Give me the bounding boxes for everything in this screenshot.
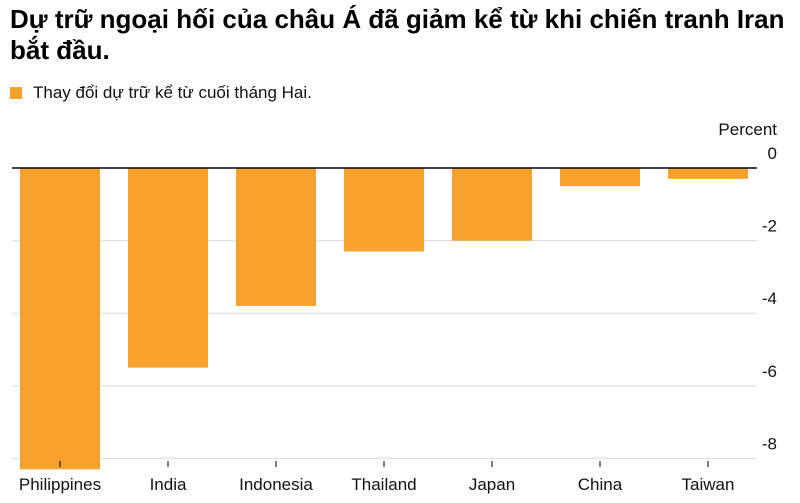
bar-japan (452, 168, 532, 241)
y-tick-label: -6 (762, 362, 777, 381)
x-tick-label: India (150, 475, 187, 494)
legend: Thay đổi dự trữ kể từ cuối tháng Hai. (10, 82, 312, 104)
bar-philippines (20, 168, 100, 470)
y-tick-label: -4 (762, 289, 777, 308)
chart-title: Dự trữ ngoại hối của châu Á đã giảm kể t… (10, 4, 785, 65)
y-tick-label: -2 (762, 217, 777, 236)
bars (20, 168, 748, 470)
y-tick-label: 0 (768, 144, 777, 163)
x-tick-label: Taiwan (682, 475, 735, 494)
bar-india (128, 168, 208, 368)
bar-indonesia (236, 168, 316, 306)
x-tick-label: Thailand (351, 475, 416, 494)
legend-swatch (10, 87, 22, 99)
x-axis-ticks: Philippines India Indonesia Thailand Japan Ch… (19, 461, 735, 494)
gridlines (12, 240, 757, 459)
x-tick-label: Indonesia (239, 475, 313, 494)
legend-label: Thay đổi dự trữ kể từ cuối tháng Hai. (33, 83, 312, 102)
x-tick-label: Philippines (19, 475, 101, 494)
x-tick-label: China (578, 475, 623, 494)
bar-taiwan (668, 168, 748, 179)
y-axis-unit-label: Percent (718, 120, 777, 139)
y-tick-label: -8 (762, 434, 777, 453)
x-tick-label: Japan (469, 475, 515, 494)
bar-china (560, 168, 640, 187)
bar-thailand (344, 168, 424, 252)
y-axis-ticks: 0 -2 -4 -6 -8 (762, 144, 777, 453)
